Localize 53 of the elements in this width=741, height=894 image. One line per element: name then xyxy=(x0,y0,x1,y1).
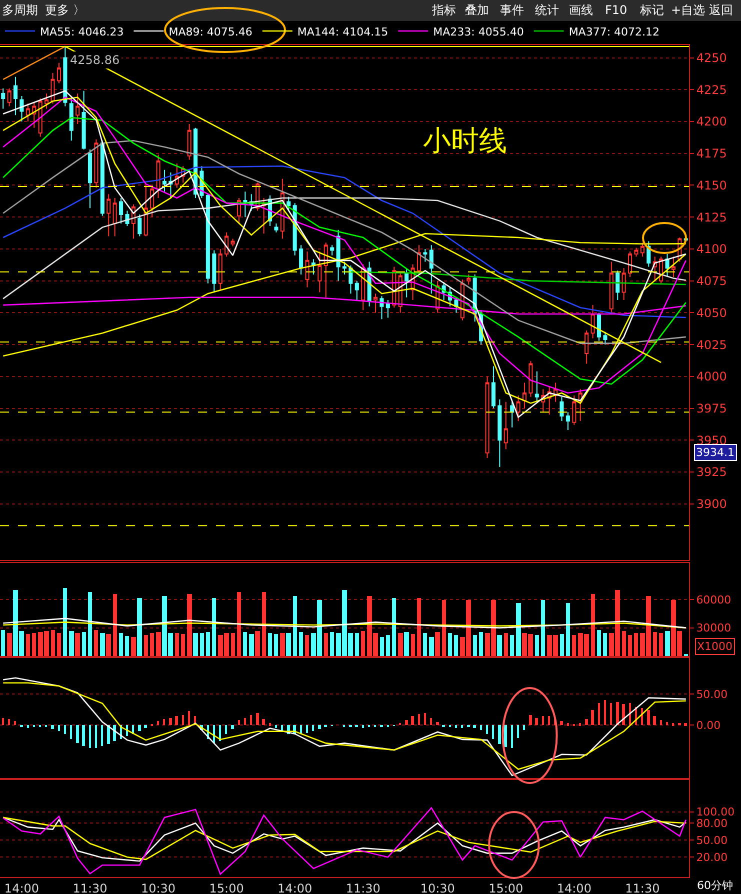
text: 事件 xyxy=(500,3,524,17)
y-tick-label: 4100 xyxy=(696,242,727,256)
text: 标记 xyxy=(639,3,664,17)
y-tick-label: 80.00 xyxy=(696,816,728,830)
text: 返回 xyxy=(709,3,733,17)
text: 指标 xyxy=(431,3,456,17)
y-tick-label: 3900 xyxy=(696,497,727,512)
y-tick-label: 4075 xyxy=(696,274,727,288)
text: +自选 xyxy=(671,3,706,17)
text: X1000 xyxy=(697,640,733,653)
y-tick-label: 3925 xyxy=(696,465,727,480)
y-tick-label: 4225 xyxy=(696,82,727,97)
text: F10 xyxy=(605,3,628,17)
legend-label: MA144: 4104.15 xyxy=(297,25,388,38)
x-tick-label: 14:00 xyxy=(278,881,312,894)
x-tick-label: 15:00 xyxy=(488,881,524,894)
y-tick-label: 4150 xyxy=(696,178,727,192)
y-tick-label: 4250 xyxy=(696,50,727,65)
annotation: 4258.86 xyxy=(70,53,120,67)
legend-label: MA233: 4055.40 xyxy=(433,25,524,38)
x-tick-label: 14:00 xyxy=(4,881,40,894)
text: 统计 xyxy=(535,3,559,17)
legend-label: MA89: 4075.46 xyxy=(168,25,252,38)
x-tick-label: 11:30 xyxy=(346,881,380,894)
y-tick-label: 4125 xyxy=(696,210,727,224)
y-tick-label: 4175 xyxy=(696,146,727,161)
x-tick-label: 10:30 xyxy=(420,881,455,894)
y-tick-label: 50.00 xyxy=(696,688,728,701)
y-tick-label: 3975 xyxy=(696,402,727,416)
text: 60分钟 xyxy=(697,879,733,892)
x-tick-label: 11:30 xyxy=(625,881,660,894)
x-tick-label: 14:00 xyxy=(556,881,592,894)
y-tick-label: 4050 xyxy=(696,306,727,320)
y-tick-label: 50.00 xyxy=(696,834,728,847)
text: 画线 xyxy=(569,3,593,17)
x-tick-label: 15:00 xyxy=(209,881,244,894)
y-tick-label: 4025 xyxy=(696,338,727,352)
x-tick-label: 11:30 xyxy=(72,881,108,894)
annotation: 小时线 xyxy=(423,124,507,157)
text: 更多 〉 xyxy=(45,3,85,17)
x-tick-label: 10:30 xyxy=(140,881,176,894)
y-tick-label: 20.00 xyxy=(696,851,728,864)
y-tick-label: 0.00 xyxy=(696,719,721,732)
text: 3934.1 xyxy=(696,446,734,459)
legend-label: MA377: 4072.12 xyxy=(568,25,660,38)
y-tick-label: 4000 xyxy=(696,370,727,384)
y-tick-label: 30000 xyxy=(696,622,732,635)
legend-label: MA55: 4046.23 xyxy=(40,25,124,38)
text: 多周期 xyxy=(2,3,38,17)
y-tick-label: 60000 xyxy=(696,593,732,606)
y-tick-label: 4200 xyxy=(696,114,727,129)
y-tick-label: 100.00 xyxy=(696,806,735,819)
text: 叠加 xyxy=(465,3,489,17)
